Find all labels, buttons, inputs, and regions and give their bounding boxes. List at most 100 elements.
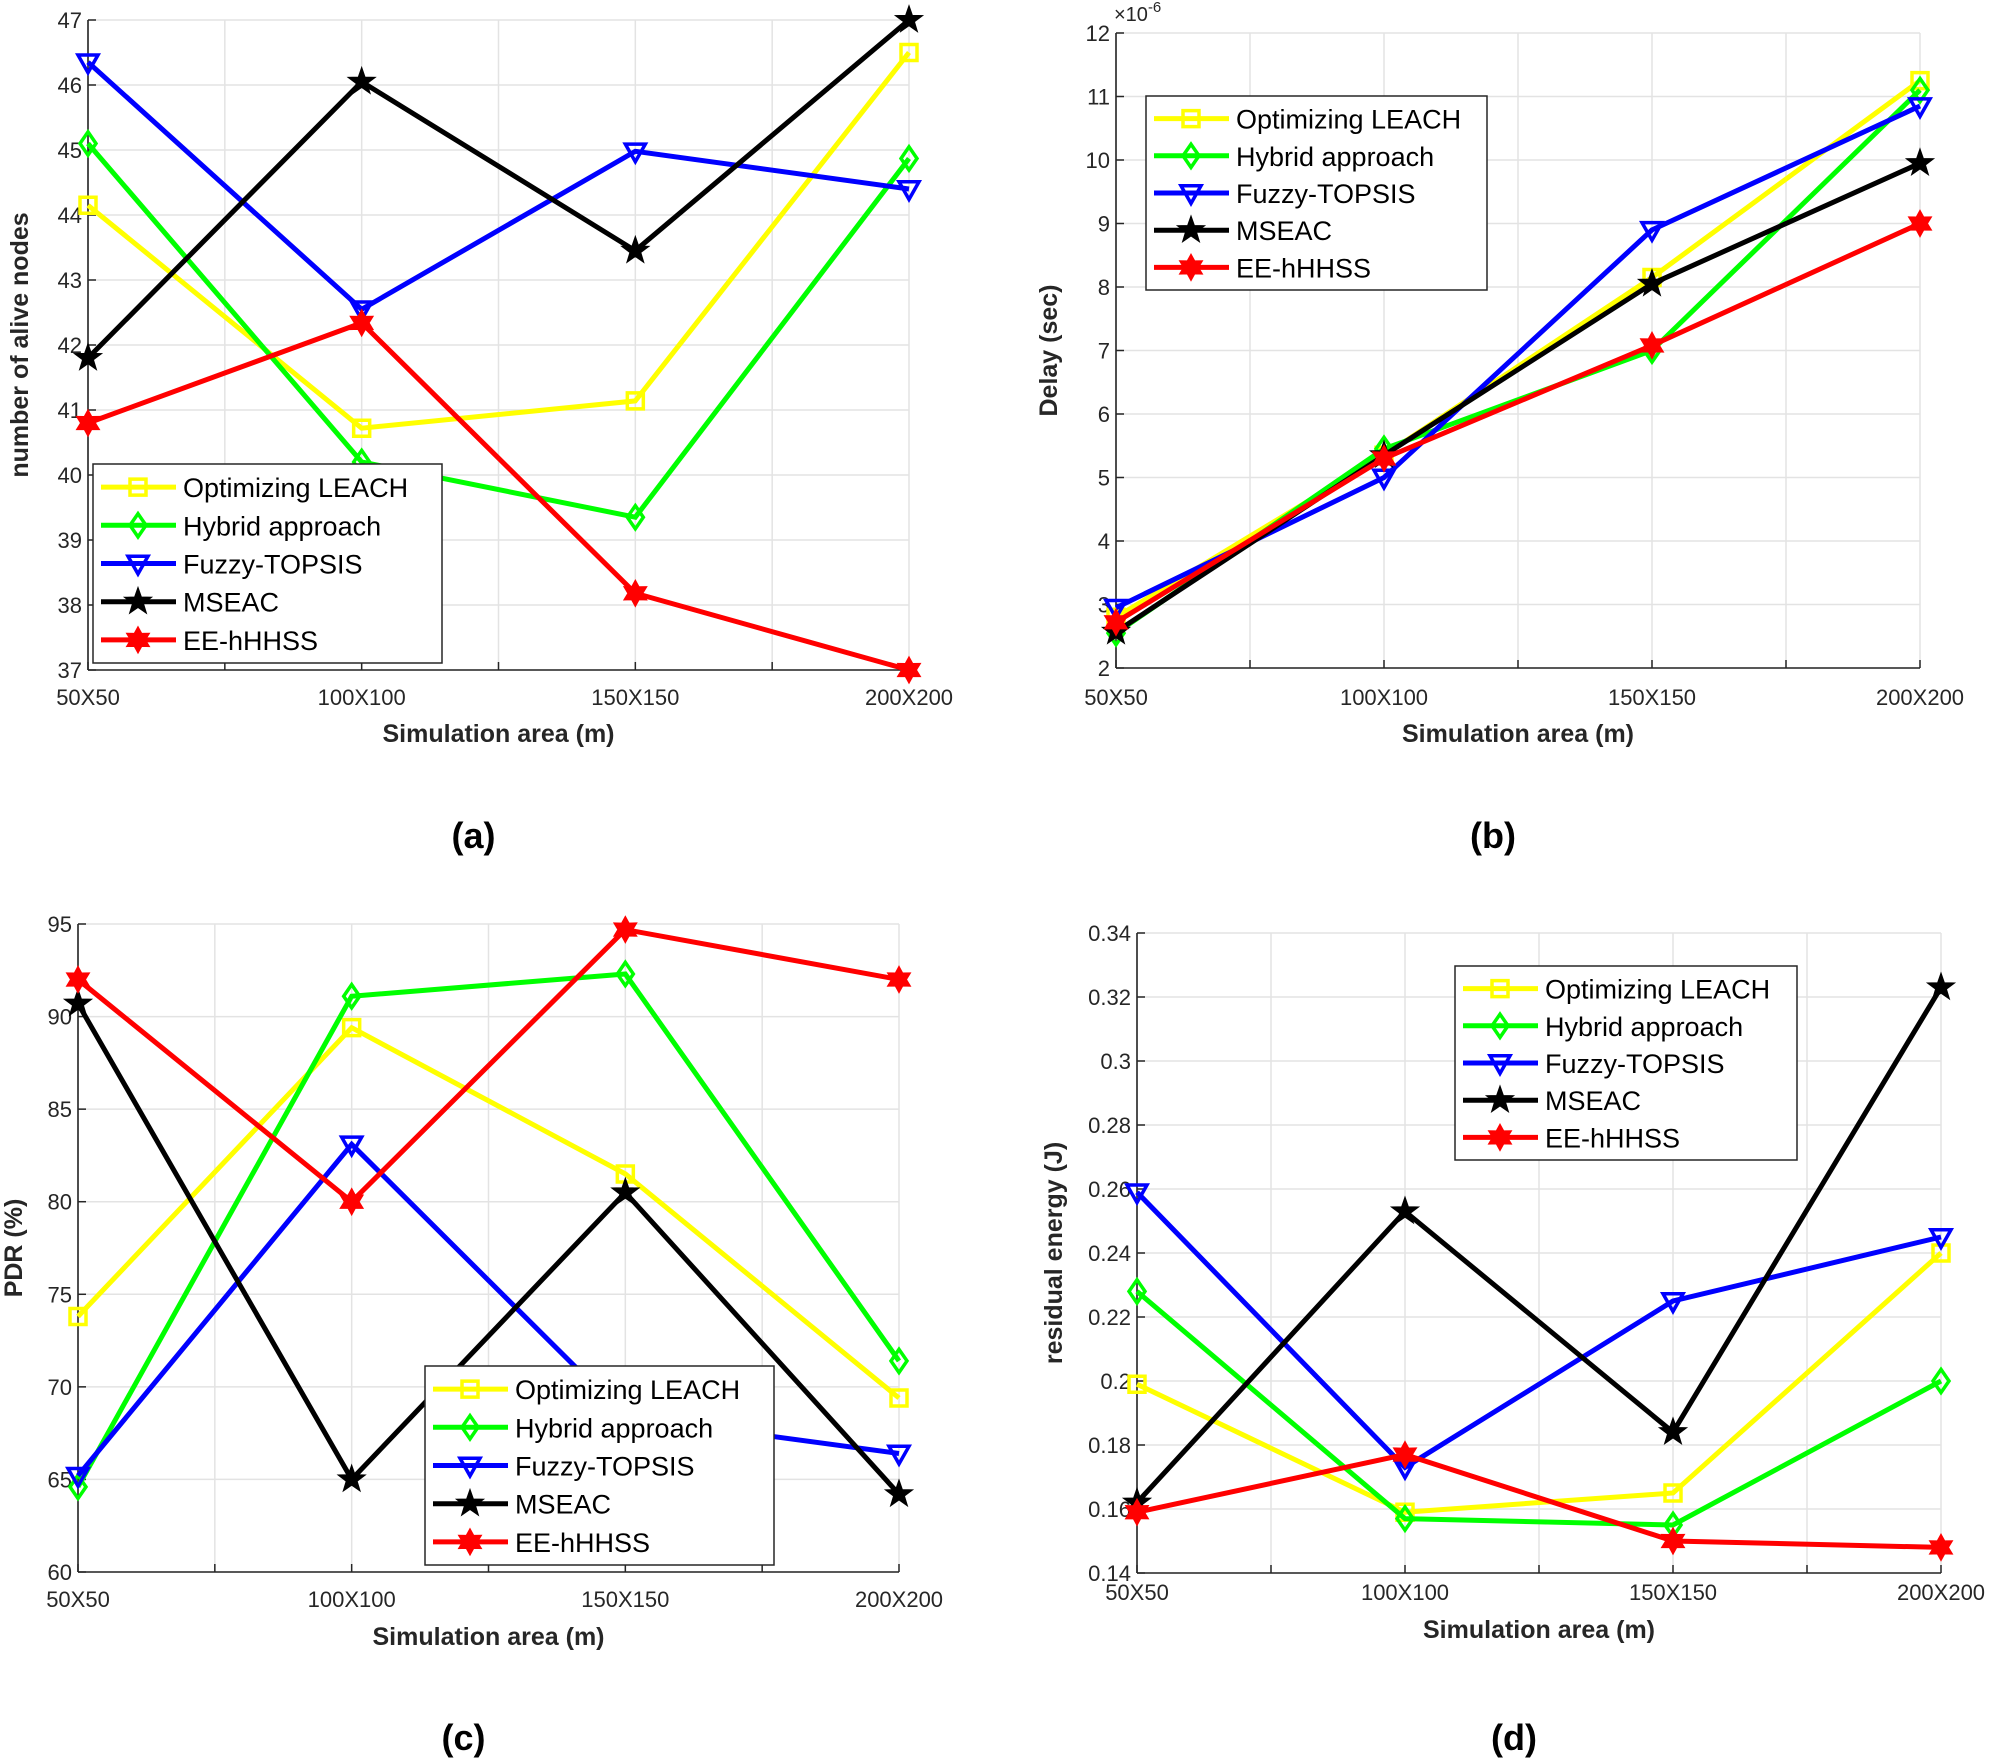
data-point-marker bbox=[615, 959, 636, 989]
legend-label: EE-hHHSS bbox=[515, 1528, 650, 1558]
y-tick-label: 39 bbox=[58, 528, 82, 553]
x-axis-label: Simulation area (m) bbox=[383, 720, 615, 748]
data-point-marker bbox=[893, 4, 925, 33]
data-point-marker bbox=[899, 42, 919, 63]
data-point-marker bbox=[1639, 331, 1665, 360]
y-tick-label: 5 bbox=[1098, 466, 1110, 491]
data-point-marker bbox=[68, 1306, 88, 1327]
data-point-marker bbox=[1659, 1292, 1687, 1315]
series-line bbox=[86, 60, 910, 313]
data-point-marker bbox=[1127, 1374, 1147, 1394]
legend-label: Hybrid approach bbox=[183, 511, 381, 541]
y-tick-label: 0.14 bbox=[1088, 1561, 1131, 1586]
y-tick-label: 0.32 bbox=[1088, 985, 1131, 1010]
legend-marker bbox=[1175, 214, 1207, 244]
legend-marker bbox=[1178, 253, 1204, 282]
data-point-marker bbox=[349, 308, 375, 338]
legend-label: MSEAC bbox=[1545, 1086, 1641, 1116]
series-optimizing-leach bbox=[68, 1017, 909, 1408]
data-point-marker bbox=[67, 1472, 89, 1502]
data-point-marker bbox=[1657, 1416, 1689, 1446]
series-line bbox=[1114, 78, 1922, 620]
data-point-marker bbox=[1394, 1503, 1416, 1534]
y-tick-label: 90 bbox=[48, 1005, 72, 1030]
panel-label: (c) bbox=[442, 1717, 486, 1758]
y-tick-label: 0.26 bbox=[1088, 1177, 1131, 1202]
legend: Optimizing LEACH Hybrid approach Fuzzy-TOP… bbox=[1454, 965, 1798, 1161]
x-tick-label: 100X100 bbox=[318, 685, 406, 710]
legend-item: Hybrid approach bbox=[101, 510, 381, 541]
y-axis-label: number of alive nodes bbox=[6, 212, 34, 477]
data-point-marker bbox=[622, 142, 649, 166]
data-point-marker bbox=[625, 502, 646, 532]
series-line bbox=[1135, 1251, 1943, 1515]
y-multiplier-exponent: -6 bbox=[1148, 0, 1161, 16]
legend-marker bbox=[128, 477, 148, 497]
data-point-marker bbox=[1663, 1483, 1683, 1503]
legend-label: Optimizing LEACH bbox=[1236, 105, 1461, 135]
x-tick-label: 50X50 bbox=[46, 1587, 110, 1612]
data-point-marker bbox=[883, 1478, 915, 1508]
x-tick-label: 100X100 bbox=[1361, 1580, 1449, 1605]
y-tick-label: 45 bbox=[58, 138, 82, 163]
y-tick-label: 0.18 bbox=[1088, 1433, 1131, 1458]
series-line bbox=[86, 141, 911, 520]
legend-item: Optimizing LEACH bbox=[1463, 975, 1770, 1005]
data-point-marker bbox=[888, 1346, 910, 1376]
legend-item: EE-hHHSS bbox=[101, 625, 318, 656]
data-point-marker bbox=[885, 1444, 913, 1468]
y-multiplier-base: ×10 bbox=[1114, 4, 1148, 26]
x-tick-label: 50X50 bbox=[1084, 685, 1148, 710]
legend-item: Hybrid approach bbox=[1154, 141, 1434, 172]
data-point-marker bbox=[64, 1466, 92, 1490]
data-point-marker bbox=[895, 180, 923, 203]
legend-item: MSEAC bbox=[101, 585, 279, 618]
data-point-marker bbox=[62, 987, 94, 1017]
x-tick-label: 50X50 bbox=[1105, 1580, 1169, 1605]
legend-marker bbox=[1484, 1084, 1516, 1114]
data-point-marker bbox=[1907, 209, 1933, 238]
y-tick-label: 10 bbox=[1086, 148, 1110, 173]
legend-marker bbox=[125, 625, 151, 655]
data-point-marker bbox=[620, 234, 651, 264]
data-point-marker bbox=[72, 342, 104, 371]
series-mseac bbox=[72, 4, 925, 371]
x-tick-label: 200X200 bbox=[1876, 685, 1964, 710]
series-line bbox=[86, 18, 911, 360]
legend-marker bbox=[460, 1379, 480, 1399]
y-tick-label: 11 bbox=[1087, 85, 1110, 110]
series-ee-hhhss bbox=[75, 308, 922, 685]
x-axis-label: Simulation area (m) bbox=[1402, 720, 1634, 748]
legend-item: EE-hHHSS bbox=[1463, 1123, 1680, 1153]
data-point-marker bbox=[1126, 1276, 1148, 1307]
data-point-marker bbox=[348, 300, 375, 324]
data-point-marker bbox=[1909, 75, 1931, 105]
data-point-marker bbox=[889, 1388, 909, 1408]
y-tick-label: 0.16 bbox=[1088, 1497, 1131, 1522]
series-line bbox=[75, 1002, 901, 1496]
legend-item: Hybrid approach bbox=[433, 1412, 713, 1443]
y-tick-label: 43 bbox=[58, 268, 82, 293]
legend-item: MSEAC bbox=[433, 1487, 611, 1520]
legend-marker bbox=[457, 1527, 483, 1557]
legend: Optimizing LEACH Hybrid approach Fuzzy-TOP… bbox=[1145, 95, 1488, 291]
data-point-marker bbox=[351, 418, 372, 438]
x-tick-label: 200X200 bbox=[1897, 1580, 1985, 1605]
data-point-marker bbox=[612, 915, 638, 944]
data-point-marker bbox=[1102, 598, 1130, 622]
y-tick-label: 60 bbox=[48, 1560, 72, 1585]
legend-label: Fuzzy-TOPSIS bbox=[183, 550, 363, 580]
legend-label: MSEAC bbox=[183, 588, 279, 618]
y-tick-label: 4 bbox=[1098, 529, 1110, 554]
y-tick-label: 40 bbox=[58, 463, 82, 488]
x-tick-label: 150X150 bbox=[581, 1587, 669, 1612]
x-tick-label: 150X150 bbox=[591, 685, 679, 710]
x-axis-label: Simulation area (m) bbox=[373, 1623, 605, 1651]
legend-item: Fuzzy-TOPSIS bbox=[1463, 1049, 1725, 1079]
data-point-marker bbox=[77, 128, 99, 159]
series-line bbox=[1136, 1452, 1942, 1550]
y-tick-label: 37 bbox=[58, 658, 82, 683]
legend-marker bbox=[454, 1487, 486, 1517]
x-tick-label: 150X150 bbox=[1629, 1580, 1717, 1605]
